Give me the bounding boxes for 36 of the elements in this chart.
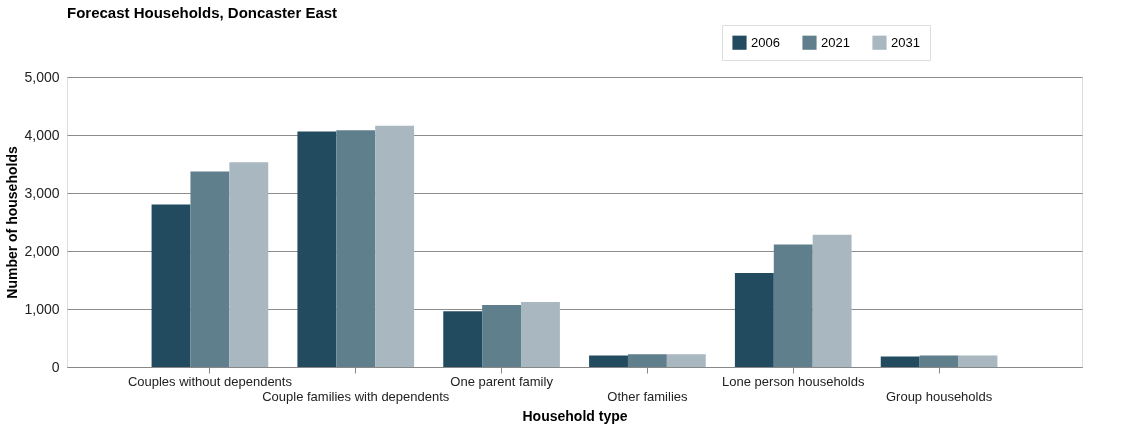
bar: [151, 204, 191, 367]
x-tick-label: Couple families with dependents: [262, 388, 450, 404]
bar: [589, 355, 628, 367]
bar: [336, 130, 376, 367]
legend-label: 2021: [821, 34, 850, 50]
bar: [919, 355, 959, 367]
bar: [521, 302, 560, 367]
legend-label: 2006: [751, 34, 780, 50]
x-tick-label: Other families: [607, 388, 689, 404]
bar: [958, 355, 998, 367]
y-tick-label: 3,000: [24, 184, 60, 201]
bar: [812, 234, 852, 367]
x-tick-label: Group households: [885, 388, 993, 404]
y-tick-label: 4,000: [24, 126, 60, 143]
bar: [627, 354, 667, 367]
bar: [773, 244, 813, 367]
x-tick-label: Couples without dependents: [127, 373, 293, 389]
y-tick-label: 2,000: [24, 242, 60, 259]
bar: [190, 171, 230, 367]
x-tick-label: One parent family: [450, 373, 554, 389]
bar: [880, 356, 920, 367]
bar: [443, 311, 483, 367]
bar: [297, 131, 337, 367]
bar: [734, 273, 774, 367]
bar: [482, 304, 522, 367]
x-axis-title: Household type: [522, 407, 628, 424]
legend-label: 2031: [891, 34, 920, 50]
bar: [666, 354, 706, 367]
x-tick-label: Lone person households: [722, 373, 865, 389]
bar: [375, 125, 415, 367]
bar: [229, 162, 269, 367]
y-tick-label: 1,000: [24, 300, 60, 317]
y-tick-label: 0: [51, 358, 60, 375]
y-axis-title: Number of households: [4, 146, 21, 299]
y-tick-label: 5,000: [24, 68, 60, 85]
chart-title: Forecast Households, Doncaster East: [67, 3, 338, 21]
